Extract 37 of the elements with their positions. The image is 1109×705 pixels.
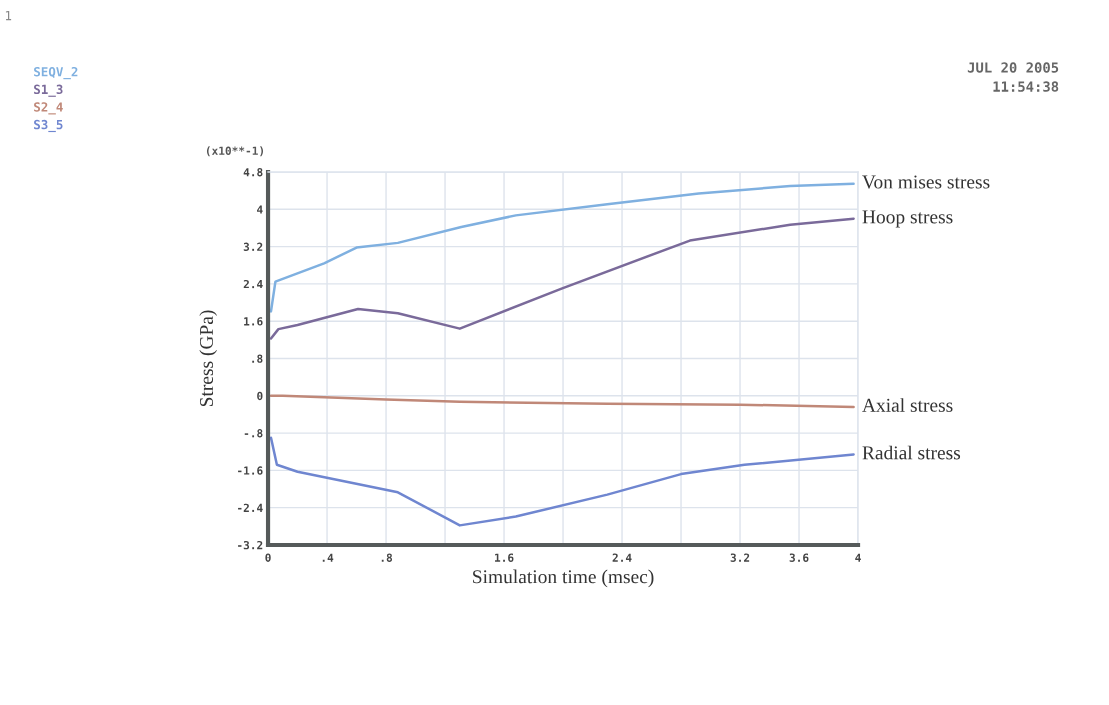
line-series [269, 436, 855, 527]
line-series [269, 182, 855, 313]
y-tick-label: -.8 [244, 429, 263, 438]
y-tick-label: .8 [252, 354, 263, 363]
y-tick-label: 4.8 [243, 167, 263, 177]
line-series [269, 217, 855, 340]
x-axis-title: Simulation time (msec) [473, 569, 654, 588]
series-label: Von mises stress [862, 175, 990, 189]
text: SEQV_2 [34, 66, 78, 80]
y-tick-label: -2.4 [238, 503, 263, 512]
x-tick-label: 4 [855, 553, 861, 562]
text: (x10**-1) [206, 146, 264, 157]
series-label: Axial stress [862, 398, 953, 412]
x-tick-label: .8 [381, 553, 393, 562]
text: JUL 20 2005 [967, 62, 1059, 73]
x-tick-label: .4 [322, 553, 334, 562]
x-tick-label: 2.4 [612, 553, 632, 562]
text: 11:54:38 [993, 81, 1059, 92]
y-tick-label: -1.6 [238, 466, 263, 475]
text: 1 [5, 11, 12, 21]
x-tick-label: 0 [265, 553, 271, 562]
y-tick-label: 1.6 [244, 317, 263, 326]
x-tick-label: 3.6 [789, 553, 809, 562]
y-tick-label: 0 [257, 391, 263, 401]
y-axis-title: Stress (GPa) [199, 310, 217, 407]
y-tick-label: 2.4 [243, 279, 263, 289]
text: S1_3 [34, 84, 63, 97]
text: S2_4 [34, 102, 63, 115]
text: S3_5 [34, 119, 63, 133]
series-label: Hoop stress [862, 210, 953, 228]
y-tick-label: 3.2 [243, 242, 263, 251]
y-tick-label: -3.2 [238, 540, 263, 550]
y-tick-label: 4 [257, 205, 263, 214]
x-tick-label: 3.2 [730, 553, 750, 562]
x-tick-label: 1.6 [495, 553, 514, 562]
series-label: Radial stress [862, 445, 961, 460]
line-series [269, 394, 855, 409]
